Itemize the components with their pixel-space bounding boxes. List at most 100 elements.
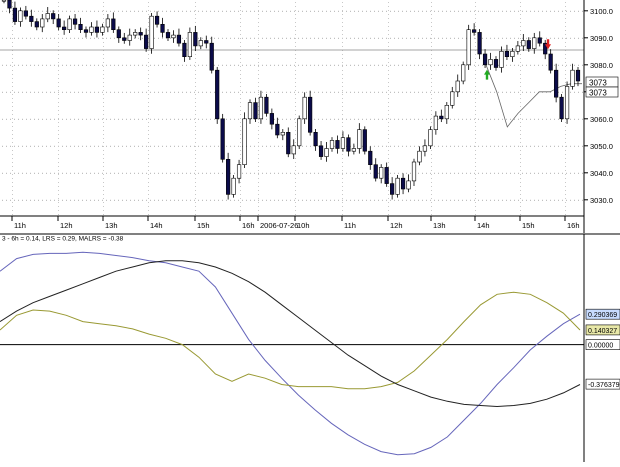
price-grid-dot: [38, 91, 39, 93]
candle-body: [144, 34, 149, 49]
time-grid-dot: [240, 26, 241, 27]
time-grid-dot: [240, 18, 241, 19]
price-grid-dot: [446, 91, 447, 93]
time-grid-dot: [58, 78, 59, 79]
price-grid-dot: [466, 10, 467, 12]
price-grid-dot: [22, 10, 23, 12]
price-grid-dot: [26, 91, 27, 93]
price-grid-dot: [374, 145, 375, 147]
price-grid-dot: [30, 64, 31, 66]
time-grid-dot: [565, 130, 566, 131]
price-grid-dot: [378, 172, 379, 174]
time-grid-dot: [103, 34, 104, 35]
price-grid-dot: [290, 37, 291, 39]
price-grid-dot: [38, 37, 39, 39]
time-grid-dot: [103, 134, 104, 135]
price-grid-dot: [234, 172, 235, 174]
candle-body: [138, 32, 143, 36]
price-grid-dot: [554, 118, 555, 120]
price-grid-dot: [130, 118, 131, 120]
time-grid-dot: [475, 18, 476, 19]
candle-body: [209, 42, 214, 71]
price-grid-dot: [578, 64, 579, 66]
price-grid-dot: [558, 10, 559, 12]
time-grid-dot: [431, 6, 432, 7]
price-grid-dot: [562, 91, 563, 93]
price-grid-dot: [82, 10, 83, 12]
price-grid-dot: [566, 145, 567, 147]
price-grid-dot: [166, 199, 167, 201]
price-grid-dot: [502, 118, 503, 120]
price-grid-dot: [198, 64, 199, 66]
price-grid-dot: [442, 64, 443, 66]
price-grid-dot: [110, 199, 111, 201]
candle-body: [450, 91, 455, 106]
price-grid-dot: [242, 64, 243, 66]
time-grid-dot: [388, 146, 389, 147]
price-grid-dot: [362, 118, 363, 120]
time-grid-dot: [240, 90, 241, 91]
time-grid-dot: [342, 166, 343, 167]
price-grid-dot: [138, 145, 139, 147]
price-grid-dot: [454, 145, 455, 147]
price-grid-dot: [582, 199, 583, 201]
time-grid-dot: [148, 18, 149, 19]
price-grid-dot: [146, 172, 147, 174]
time-grid-dot: [12, 86, 13, 87]
price-grid-dot: [434, 37, 435, 39]
time-grid-dot: [240, 70, 241, 71]
price-grid-dot: [50, 10, 51, 12]
price-grid-dot: [366, 10, 367, 12]
price-grid-dot: [458, 172, 459, 174]
price-grid-dot: [550, 37, 551, 39]
price-grid-dot: [166, 64, 167, 66]
price-grid-dot: [338, 91, 339, 93]
price-grid-dot: [274, 37, 275, 39]
time-grid-dot: [342, 134, 343, 135]
price-grid-dot: [350, 199, 351, 201]
stop-line-path: [485, 64, 582, 128]
price-grid-dot: [194, 64, 195, 66]
time-grid-dot: [295, 138, 296, 139]
price-grid-dot: [266, 145, 267, 147]
time-grid-dot: [12, 182, 13, 183]
price-grid-dot: [582, 172, 583, 174]
price-grid-dot: [534, 172, 535, 174]
price-grid-dot: [82, 172, 83, 174]
time-grid-dot: [240, 14, 241, 15]
price-grid-dot: [142, 64, 143, 66]
time-grid-dot: [520, 18, 521, 19]
price-grid-dot: [434, 145, 435, 147]
time-tick-label: 16h: [567, 221, 580, 230]
price-grid-dot: [514, 118, 515, 120]
price-grid-dot: [22, 118, 23, 120]
time-grid-dot: [295, 2, 296, 3]
time-grid-dot: [342, 6, 343, 7]
time-grid-dot: [148, 50, 149, 51]
price-grid-dot: [518, 118, 519, 120]
time-grid-dot: [565, 206, 566, 207]
time-grid-dot: [148, 62, 149, 63]
time-grid-dot: [342, 98, 343, 99]
price-grid-dot: [374, 10, 375, 12]
price-grid-dot: [58, 10, 59, 12]
price-grid-dot: [546, 10, 547, 12]
price-grid-dot: [502, 10, 503, 12]
price-grid-dot: [86, 118, 87, 120]
price-grid-dot: [310, 172, 311, 174]
price-grid-dot: [450, 37, 451, 39]
price-grid-dot: [18, 199, 19, 201]
price-grid-dot: [274, 199, 275, 201]
price-grid-dot: [238, 91, 239, 93]
time-grid-dot: [475, 130, 476, 131]
candle-body: [236, 164, 242, 179]
price-grid-dot: [94, 145, 95, 147]
price-grid-dot: [390, 91, 391, 93]
time-grid-dot: [103, 106, 104, 107]
price-grid-dot: [178, 145, 179, 147]
price-grid-dot: [426, 118, 427, 120]
time-grid-dot: [565, 50, 566, 51]
price-grid-dot: [534, 199, 535, 201]
price-grid-dot: [430, 64, 431, 66]
time-grid-dot: [475, 162, 476, 163]
